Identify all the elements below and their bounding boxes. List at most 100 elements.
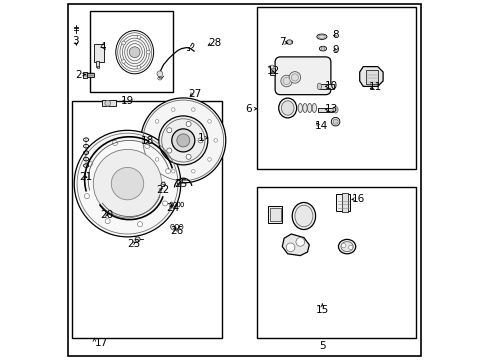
Text: 14: 14 (314, 121, 327, 131)
Circle shape (198, 138, 203, 143)
Circle shape (155, 120, 159, 123)
Circle shape (104, 100, 110, 106)
Circle shape (112, 140, 117, 145)
Text: 1: 1 (197, 133, 204, 143)
Circle shape (285, 243, 294, 252)
Circle shape (295, 238, 304, 246)
Text: 10: 10 (325, 81, 338, 91)
Circle shape (144, 144, 149, 149)
Circle shape (84, 194, 89, 199)
Text: 17: 17 (94, 338, 107, 348)
Circle shape (171, 108, 175, 111)
Circle shape (213, 139, 217, 142)
Ellipse shape (281, 101, 293, 115)
Circle shape (166, 148, 171, 153)
Circle shape (207, 120, 211, 123)
Circle shape (348, 245, 352, 249)
Circle shape (321, 47, 324, 50)
Text: 23: 23 (127, 239, 141, 249)
Circle shape (162, 201, 167, 206)
Text: 18: 18 (141, 136, 154, 146)
Ellipse shape (302, 104, 306, 113)
Bar (269, 67, 275, 75)
Circle shape (207, 158, 211, 161)
Circle shape (137, 222, 142, 227)
Text: 21: 21 (79, 172, 92, 182)
Bar (90, 11, 173, 92)
Ellipse shape (292, 202, 315, 230)
Circle shape (137, 66, 141, 69)
Circle shape (177, 134, 189, 147)
Circle shape (159, 116, 207, 165)
Text: 4: 4 (100, 42, 106, 52)
Circle shape (122, 41, 125, 45)
Ellipse shape (278, 98, 296, 118)
Text: 12: 12 (266, 66, 279, 76)
Ellipse shape (116, 31, 153, 74)
Circle shape (87, 161, 92, 166)
Polygon shape (282, 234, 309, 256)
Circle shape (287, 40, 291, 44)
Circle shape (291, 74, 298, 81)
Text: 13: 13 (325, 104, 338, 114)
Circle shape (330, 117, 339, 126)
Ellipse shape (285, 40, 292, 44)
Circle shape (288, 72, 300, 83)
Bar (72, 101, 222, 338)
Ellipse shape (340, 242, 352, 252)
Text: 16: 16 (351, 194, 364, 204)
Circle shape (280, 75, 292, 87)
FancyBboxPatch shape (275, 57, 330, 95)
Circle shape (93, 149, 162, 218)
Circle shape (122, 60, 125, 63)
Ellipse shape (332, 107, 337, 113)
Circle shape (191, 170, 195, 173)
Ellipse shape (298, 104, 302, 113)
Text: 25: 25 (174, 179, 187, 189)
Polygon shape (359, 67, 382, 86)
Circle shape (165, 168, 170, 174)
Text: 8: 8 (332, 30, 338, 40)
Bar (257, 7, 415, 169)
Text: 26: 26 (170, 226, 183, 236)
Ellipse shape (311, 104, 316, 113)
Text: 20: 20 (100, 210, 113, 220)
Circle shape (149, 139, 152, 142)
Circle shape (332, 119, 337, 124)
Circle shape (171, 170, 175, 173)
Circle shape (105, 219, 110, 224)
Ellipse shape (268, 65, 275, 69)
Bar (96, 66, 99, 68)
Bar (82, 72, 87, 78)
Circle shape (141, 98, 225, 183)
Bar (319, 84, 333, 89)
Text: 3: 3 (72, 36, 79, 46)
Bar (94, 44, 104, 62)
Bar (318, 108, 335, 112)
Bar (96, 61, 99, 67)
Ellipse shape (294, 205, 312, 227)
Text: 11: 11 (368, 82, 381, 92)
Circle shape (171, 129, 194, 152)
Text: 7: 7 (279, 37, 285, 48)
Bar (341, 193, 347, 212)
Ellipse shape (316, 34, 326, 40)
Circle shape (146, 50, 150, 54)
Bar (269, 208, 280, 221)
Bar (102, 100, 115, 106)
Bar (336, 194, 349, 211)
Text: 5: 5 (318, 341, 325, 351)
Ellipse shape (307, 104, 311, 113)
Circle shape (283, 77, 289, 85)
Circle shape (129, 47, 140, 58)
Text: 24: 24 (166, 203, 179, 213)
Circle shape (166, 128, 171, 133)
Text: 2: 2 (75, 69, 82, 80)
Circle shape (155, 158, 159, 161)
Circle shape (186, 154, 191, 159)
Ellipse shape (338, 239, 355, 254)
Text: 22: 22 (156, 185, 169, 195)
Ellipse shape (317, 83, 321, 90)
Text: 27: 27 (187, 89, 201, 99)
Circle shape (111, 167, 143, 200)
